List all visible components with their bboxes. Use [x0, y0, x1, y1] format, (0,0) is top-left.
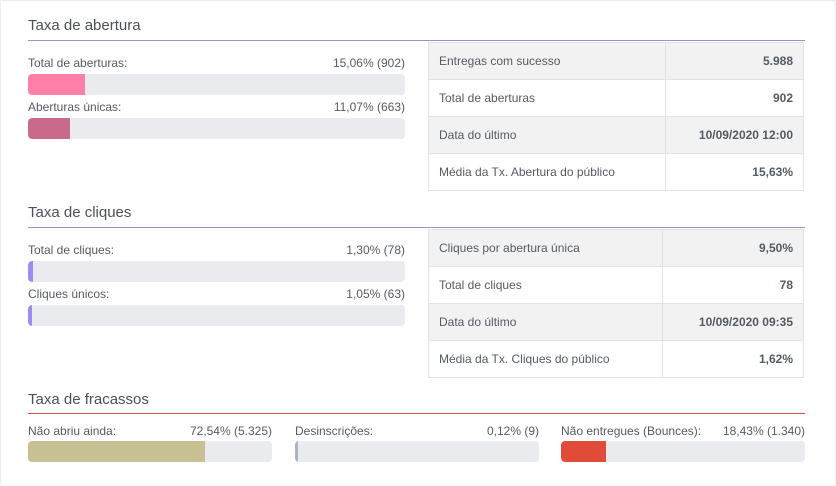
progress-fill — [28, 261, 33, 282]
progress-bar — [28, 261, 405, 282]
progress-bar — [28, 118, 405, 139]
failures-section: Taxa de fracassos Não abriu ainda: 72,54… — [28, 386, 805, 466]
metric-value: 1,30% (78) — [346, 243, 405, 257]
table-row: Cliques por abertura única 9,50% — [427, 229, 804, 267]
progress-fill — [295, 441, 298, 462]
progress-fill — [28, 118, 70, 139]
opening-section: Taxa de abertura Total de aberturas: 15,… — [28, 12, 805, 192]
stat-value: 15,63% — [664, 153, 805, 191]
metric-value: 18,43% (1.340) — [722, 424, 805, 438]
metric-value: 11,07% (663) — [333, 100, 405, 114]
table-row: Média da Tx. Abertura do público 15,63% — [428, 153, 805, 191]
table-row: Total de cliques 78 — [427, 266, 804, 304]
metric-label: Total de cliques: — [28, 243, 115, 257]
metric-total-openings: Total de aberturas: 15,06% (902) — [28, 55, 405, 95]
stat-value: 902 — [664, 79, 805, 117]
stat-label: Média da Tx. Abertura do público — [428, 153, 666, 191]
progress-bar — [561, 441, 805, 462]
clicks-section: Taxa de cliques Total de cliques: 1,30% … — [28, 199, 805, 379]
clicks-section-rule — [28, 227, 805, 228]
stat-label: Total de cliques — [427, 266, 664, 304]
metric-label: Cliques únicos: — [28, 287, 110, 301]
opening-section-title: Taxa de abertura — [28, 17, 141, 34]
progress-fill — [28, 441, 205, 462]
metric-total-clicks: Total de cliques: 1,30% (78) — [28, 242, 405, 282]
metric-value: 1,05% (63) — [346, 287, 405, 301]
stat-value: 5.988 — [664, 42, 805, 80]
stat-label: Entregas com sucesso — [428, 42, 666, 80]
progress-fill — [561, 441, 606, 462]
metric-unique-clicks: Cliques únicos: 1,05% (63) — [28, 286, 405, 326]
failures-section-title: Taxa de fracassos — [28, 391, 149, 408]
metric-unsubscribed: Desinscrições: 0,12% (9) — [295, 423, 539, 462]
progress-fill — [28, 74, 85, 95]
stat-value: 10/09/2020 12:00 — [664, 116, 805, 154]
metric-value: 15,06% (902) — [332, 56, 405, 70]
stat-label: Cliques por abertura única — [427, 229, 664, 267]
progress-fill — [28, 305, 32, 326]
metric-value: 0,12% (9) — [486, 424, 539, 438]
opening-section-rule — [28, 40, 805, 41]
stat-value: 10/09/2020 09:35 — [662, 303, 804, 341]
metric-label: Desinscrições: — [295, 424, 374, 438]
progress-bar — [28, 305, 405, 326]
table-row: Total de aberturas 902 — [428, 79, 805, 117]
stat-label: Total de aberturas — [428, 79, 666, 117]
opening-stats-table: Entregas com sucesso 5.988 Total de abert… — [428, 42, 805, 191]
progress-bar — [28, 74, 405, 95]
table-row: Entregas com sucesso 5.988 — [428, 42, 805, 80]
stat-label: Média da Tx. Cliques do público — [427, 340, 664, 378]
stat-label: Data do último — [428, 116, 666, 154]
clicks-section-title: Taxa de cliques — [28, 204, 132, 221]
table-row: Data do último 10/09/2020 09:35 — [427, 303, 804, 341]
progress-bar — [295, 441, 539, 462]
metric-value: 72,54% (5.325) — [189, 424, 272, 438]
table-row: Média da Tx. Cliques do público 1,62% — [427, 340, 804, 378]
metric-label: Total de aberturas: — [28, 56, 128, 70]
metric-label: Aberturas únicas: — [28, 100, 122, 114]
table-row: Data do último 10/09/2020 12:00 — [428, 116, 805, 154]
stat-value: 9,50% — [662, 229, 804, 267]
progress-bar — [28, 441, 272, 462]
metric-not-opened: Não abriu ainda: 72,54% (5.325) — [28, 423, 272, 462]
stat-value: 78 — [662, 266, 804, 304]
metric-bounces: Não entregues (Bounces): 18,43% (1.340) — [561, 423, 805, 462]
metric-unique-openings: Aberturas únicas: 11,07% (663) — [28, 99, 405, 139]
metric-label: Não entregues (Bounces): — [561, 424, 702, 438]
stat-label: Data do último — [427, 303, 664, 341]
failures-section-rule — [28, 413, 805, 414]
metric-label: Não abriu ainda: — [28, 424, 117, 438]
clicks-stats-table: Cliques por abertura única 9,50% Total de… — [427, 229, 804, 378]
stat-value: 1,62% — [662, 340, 804, 378]
